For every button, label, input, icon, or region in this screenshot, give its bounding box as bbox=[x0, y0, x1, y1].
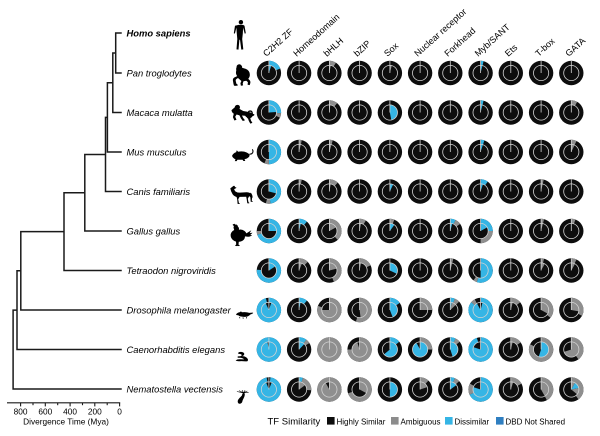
svg-text:Pan troglodytes: Pan troglodytes bbox=[127, 68, 192, 79]
svg-text:0: 0 bbox=[117, 407, 122, 417]
svg-text:Caenorhabditis elegans: Caenorhabditis elegans bbox=[127, 344, 226, 355]
svg-text:Divergence Time (Mya): Divergence Time (Mya) bbox=[23, 417, 109, 427]
svg-text:Canis familiaris: Canis familiaris bbox=[127, 186, 191, 197]
svg-text:Gallus gallus: Gallus gallus bbox=[127, 226, 181, 237]
svg-text:Ambiguous: Ambiguous bbox=[401, 417, 441, 426]
svg-text:Macaca mulatta: Macaca mulatta bbox=[127, 107, 193, 118]
svg-text:Tetraodon nigroviridis: Tetraodon nigroviridis bbox=[127, 265, 217, 276]
svg-text:DBD Not Shared: DBD Not Shared bbox=[506, 417, 566, 426]
svg-text:400: 400 bbox=[63, 407, 77, 417]
svg-text:Dissimilar: Dissimilar bbox=[455, 417, 490, 426]
svg-text:Mus musculus: Mus musculus bbox=[127, 147, 187, 158]
svg-text:Highly Similar: Highly Similar bbox=[337, 417, 386, 426]
svg-text:Homo sapiens: Homo sapiens bbox=[127, 28, 191, 39]
svg-text:200: 200 bbox=[88, 407, 102, 417]
svg-text:800: 800 bbox=[14, 407, 28, 417]
svg-text:600: 600 bbox=[38, 407, 52, 417]
svg-text:TF Similarity: TF Similarity bbox=[268, 416, 321, 427]
svg-text:Nematostella vectensis: Nematostella vectensis bbox=[127, 384, 224, 395]
svg-text:Drosophila melanogaster: Drosophila melanogaster bbox=[127, 305, 232, 316]
